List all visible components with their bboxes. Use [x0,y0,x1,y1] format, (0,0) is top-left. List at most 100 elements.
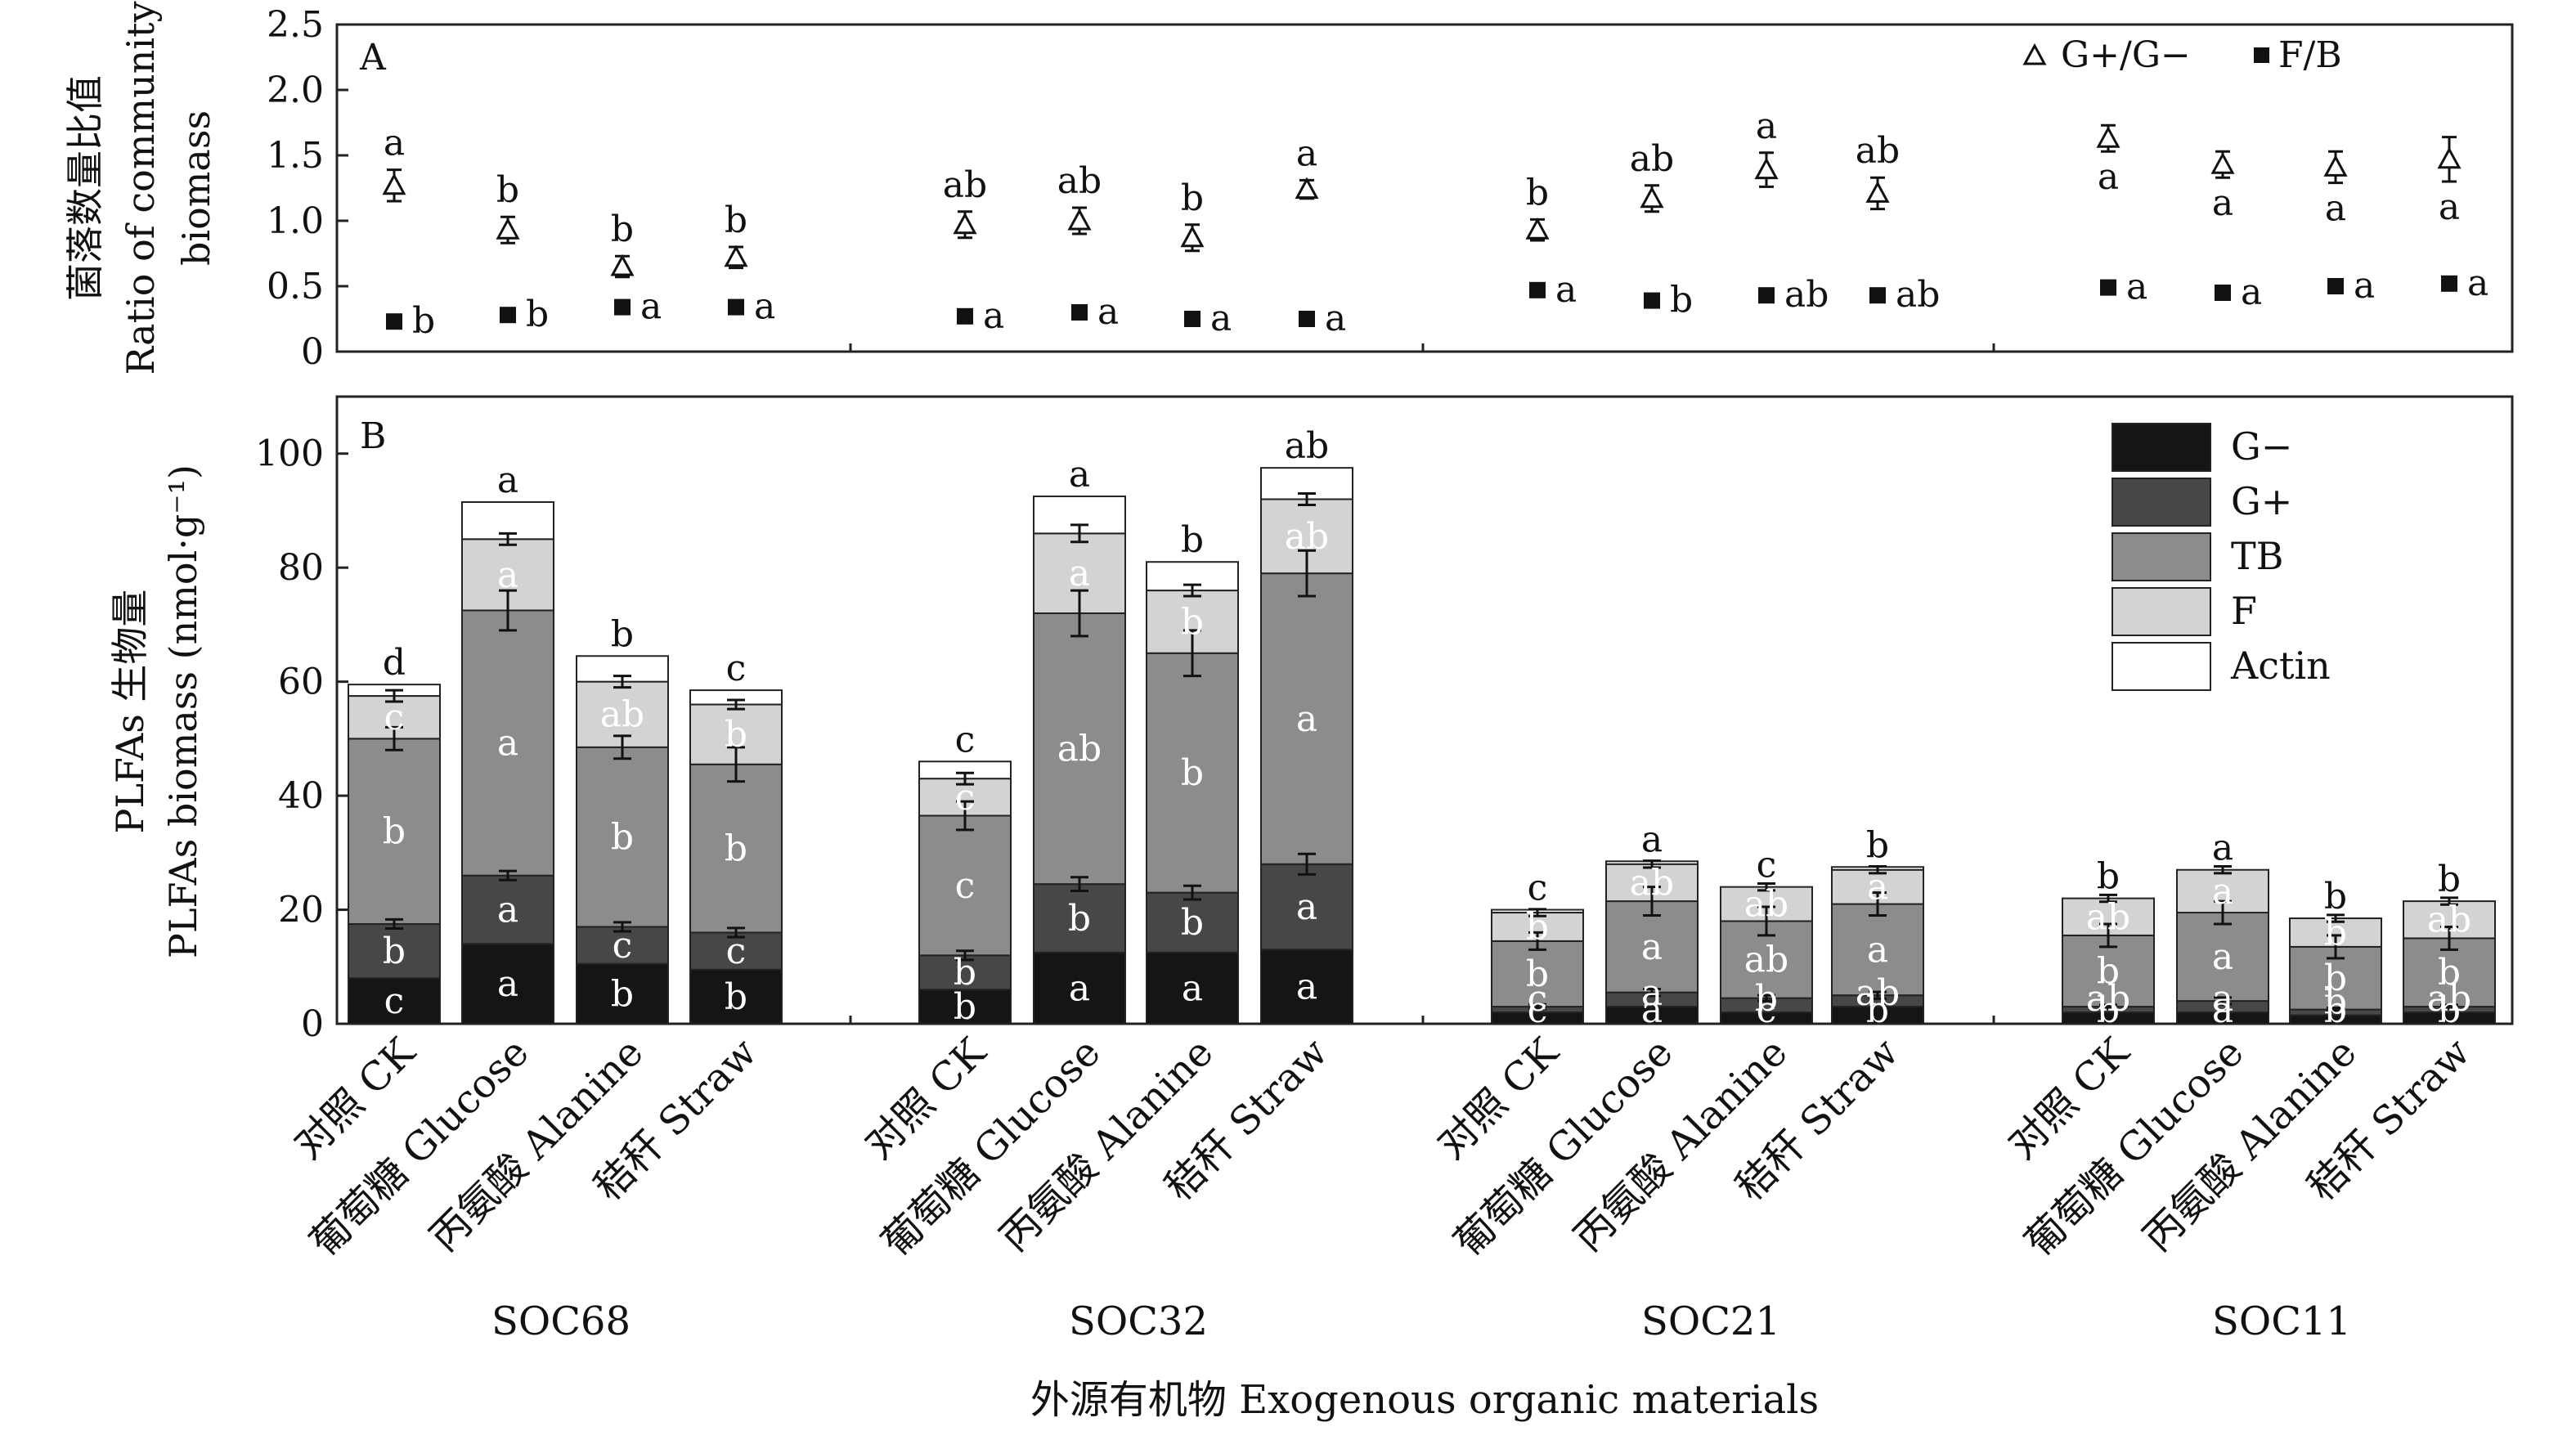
actin-letter-g3-t3: c [1757,845,1777,886]
f-b-letter-g1-t2: b [526,294,549,335]
f-b-point-g3-t4 [1869,287,1886,304]
gplus-gminus-point-g1-t3 [610,253,635,276]
gneg-bar-segment-g1-t3 [576,962,669,1025]
legend-label-f-b: F/B [2278,34,2342,76]
tb-letter-g2-t1: c [955,865,976,907]
gplus-gminus-letter-g2-t1: ab [943,164,987,206]
actin-letter-g4-t3: b [2324,876,2347,917]
gplus-gminus-point-g2-t1 [953,212,977,235]
tb-letter-g1-t4: b [725,828,747,870]
gpos-letter-g2-t3: b [1181,902,1204,944]
panel-b-ylabel-zh: PLFAs 生物量 [108,590,152,834]
panel-b-ytick-label-3: 60 [278,662,324,703]
gpos-letter-g4-t3: b [2324,981,2347,1023]
panel-b-label: B [360,415,386,457]
gpos-bar-segment-g2-t2 [1033,883,1126,953]
actin-letter-g2-t3: b [1181,519,1204,561]
legend-swatch-tb [2112,532,2211,581]
legend-swatch-g [2112,423,2211,472]
panel-b-plot: cbbcdaaaaabcbabbbcbbcbbcccababaaabbbbaaa… [348,425,2496,1031]
gneg-bar-segment-g2-t3 [1146,951,1239,1025]
panel-a-ytick-label-4: 2.0 [267,70,324,111]
gneg-bar-segment-g1-t2 [461,943,554,1025]
f-b-letter-g1-t3: a [640,286,662,328]
f-b-point-g4-t4 [2441,275,2457,292]
gplus-gminus-letter-g1-t4: b [725,200,747,241]
gneg-letter-g3-t4: b [1866,989,1889,1031]
gplus-gminus-letter-g1-t1: a [384,123,405,164]
panel-b-y-axis: 0 20 40 60 80 100 [255,433,348,1045]
tb-bar-segment-g2-t2 [1033,612,1126,886]
f-letter-g3-t4: a [1867,867,1888,908]
gplus-gminus-point-g3-t4 [1865,181,1890,203]
f-b-letter-g2-t4: a [1325,298,1346,339]
f-b-letter-g4-t3: a [2354,265,2375,307]
gneg-letter-g2-t2: a [1069,967,1090,1009]
panel-a-ytick-label-0: 0 [301,331,324,373]
gpos-letter-g2-t1: b [954,952,976,994]
actin-bar-segment-g2-t4 [1260,467,1353,500]
gplus-gminus-point-g1-t2 [496,218,520,240]
f-b-point-g4-t1 [2100,279,2116,296]
legend-filled-square-marker [2254,47,2269,63]
actin-letter-g1-t3: b [611,613,634,655]
legend-label-g: G+ [2231,479,2292,523]
tb-bar-segment-g2-t4 [1260,572,1353,865]
gneg-letter-g3-t2: a [1641,989,1663,1031]
gplus-gminus-point-g4-t1 [2096,126,2120,148]
panel-b-ytick-label-2: 40 [278,775,324,817]
group-label-soc32: SOC32 [1069,1299,1208,1344]
gpos-letter-g3-t2: a [1641,972,1663,1014]
gplus-gminus-letter-g4-t4: a [2439,186,2460,228]
actin-letter-g3-t1: c [1528,868,1548,909]
gplus-gminus-point-g3-t2 [1640,186,1664,209]
gpos-letter-g3-t1: c [1528,978,1548,1020]
f-b-point-g1-t2 [500,307,516,324]
gpos-letter-g4-t4: ab [2427,978,2471,1020]
panel-a-y-axis: 0 0.5 1.0 1.5 2.0 2.5 [267,4,1995,1024]
gpos-letter-g3-t4: ab [1856,972,1900,1014]
panel-a-legend: G+/G− F/B [2022,34,2342,76]
panel-a-ylabel-en2: biomass [174,110,218,266]
tb-bar-segment-g3-t1 [1491,940,1584,1008]
tb-letter-g3-t1: b [1526,953,1549,995]
tb-letter-g4-t2: a [2212,936,2233,978]
tb-letter-g1-t3: b [611,817,634,859]
tb-letter-g4-t4: b [2438,952,2461,994]
panel-a-ylabel-en1: Ratio of community [119,1,163,375]
gpos-bar-segment-g1-t2 [461,874,554,945]
f-b-letter-g2-t3: a [1210,298,1232,339]
gplus-gminus-letter-g2-t4: a [1296,132,1317,174]
legend-swatch-g [2112,478,2211,527]
f-b-point-g3-t2 [1644,292,1660,309]
f-letter-g2-t1: c [955,777,976,819]
group-label-soc21: SOC21 [1641,1299,1780,1344]
f-b-letter-g1-t1: b [412,300,435,342]
f-letter-g2-t3: b [1181,601,1204,643]
f-b-point-g4-t3 [2327,278,2344,294]
actin-letter-g3-t2: a [1641,819,1663,860]
gpos-letter-g1-t3: c [613,925,633,967]
gplus-gminus-letter-g3-t4: ab [1856,130,1900,172]
x-axis-title: 外源有机物 Exogenous organic materials [1030,1377,1819,1423]
gpos-letter-g1-t4: c [726,931,747,972]
actin-letter-g3-t4: b [1866,824,1889,866]
tb-bar-segment-g1-t1 [348,738,441,925]
panel-b-ytick-label-5: 100 [255,433,324,475]
gpos-bar-segment-g2-t3 [1146,891,1239,953]
f-letter-g4-t3: b [2324,912,2347,953]
gneg-letter-g1-t2: a [497,963,518,1005]
gneg-bar-segment-g2-t1 [918,989,1012,1025]
gpos-letter-g1-t1: b [383,931,406,972]
tb-bar-segment-g3-t4 [1831,903,1924,997]
gneg-letter-g2-t1: b [954,986,976,1028]
f-letter-g3-t3: ab [1744,884,1788,926]
gneg-letter-g1-t4: b [725,976,747,1018]
tb-bar-segment-g1-t3 [576,746,669,928]
gplus-gminus-letter-g2-t2: ab [1057,160,1102,202]
gplus-gminus-letter-g1-t2: b [496,169,519,211]
f-b-letter-g2-t1: a [983,295,1004,337]
f-b-letter-g3-t1: a [1555,269,1577,311]
